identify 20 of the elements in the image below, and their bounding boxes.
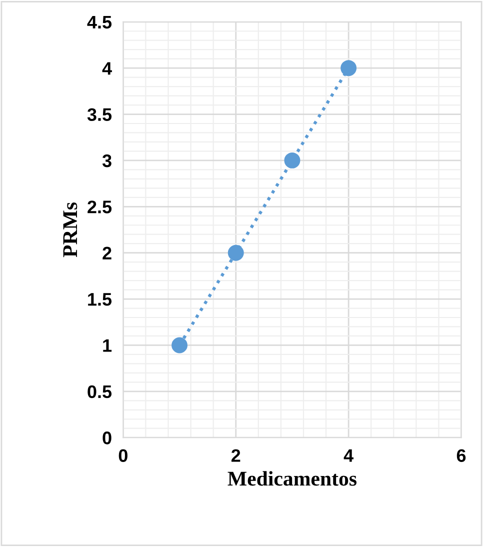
x-tick-label: 6	[456, 449, 466, 462]
x-tick-label: 0	[118, 449, 128, 462]
y-tick-label: 3.5	[87, 108, 112, 122]
y-tick-label: 1.5	[88, 293, 112, 306]
x-tick-label: 2	[231, 449, 240, 462]
y-tick-label: 2.5	[88, 200, 112, 214]
y-tick-label: 4	[102, 62, 112, 75]
point	[284, 152, 300, 168]
y-tick-label: 2	[102, 246, 112, 260]
y-tick-label: 3	[102, 154, 112, 168]
y-tick-label: 0.5	[88, 385, 112, 398]
y-tick-label: 4.5	[87, 16, 112, 29]
x-axis-title: Medicamentos	[228, 471, 357, 486]
y-tick-label: 1	[103, 339, 112, 352]
point	[172, 337, 188, 354]
y-tick-label: 0	[102, 432, 112, 444]
y-axis-title: PRMs	[63, 202, 78, 258]
point	[228, 244, 244, 261]
x-tick-label: 4	[344, 449, 354, 462]
point	[340, 60, 357, 76]
